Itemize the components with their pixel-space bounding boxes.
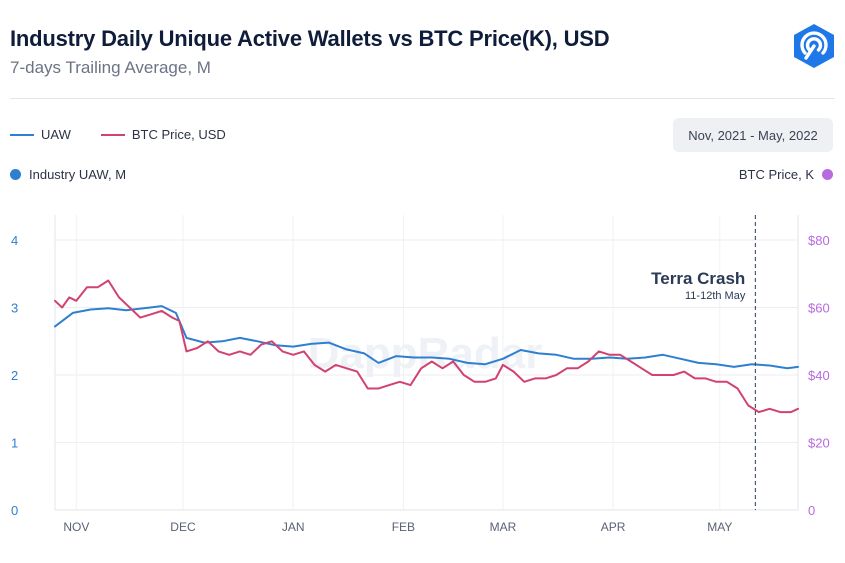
right-tick-label: 0	[808, 503, 815, 518]
right-tick-label: $80	[808, 233, 830, 248]
right-tick-label: $40	[808, 368, 830, 383]
left-tick-label: 3	[11, 301, 18, 316]
x-tick-label: DEC	[170, 520, 196, 534]
header-divider	[10, 98, 835, 99]
watermark: DappRadar	[308, 329, 543, 378]
logo-arc-outer	[800, 31, 828, 55]
dappradar-logo-icon[interactable]	[790, 22, 838, 70]
legend-label-btc: BTC Price, USD	[131, 127, 226, 142]
x-tick-label: FEB	[392, 520, 415, 534]
left-axis-title: Industry UAW, M	[10, 167, 126, 182]
annotation-subtitle: 11-12th May	[685, 290, 746, 302]
x-tick-label: JAN	[282, 520, 305, 534]
x-tick-label: NOV	[63, 520, 89, 534]
left-tick-label: 4	[11, 233, 18, 248]
right-axis-dot-icon	[822, 169, 833, 180]
x-tick-label: MAY	[707, 520, 732, 534]
x-tick-label: MAR	[490, 520, 517, 534]
logo-arc-inner	[805, 37, 823, 52]
date-range-button[interactable]: Nov, 2021 - May, 2022	[673, 118, 833, 152]
chart-title: Industry Daily Unique Active Wallets vs …	[10, 26, 610, 51]
legend-swatch-btc	[100, 133, 125, 136]
left-axis-title-label: Industry UAW, M	[29, 167, 127, 182]
series-line-uaw	[54, 305, 799, 370]
legend-label-uaw: UAW	[41, 127, 71, 142]
right-tick-label: $20	[808, 436, 830, 451]
series-line-btc	[54, 279, 799, 414]
left-tick-label: 0	[11, 503, 18, 518]
right-tick-label: $60	[808, 301, 830, 316]
logo-needle	[804, 44, 816, 60]
annotation-title: Terra Crash	[651, 269, 745, 288]
left-tick-label: 2	[11, 368, 18, 383]
legend-item-uaw[interactable]: UAW	[10, 127, 71, 142]
legend-swatch-uaw	[10, 133, 34, 136]
left-axis-dot-icon	[10, 169, 21, 180]
legend-item-btc[interactable]: BTC Price, USD	[100, 127, 226, 142]
right-axis-title: BTC Price, K	[739, 167, 833, 182]
x-tick-label: APR	[601, 520, 626, 534]
right-axis-title-label: BTC Price, K	[738, 167, 814, 182]
left-tick-label: 1	[11, 436, 18, 451]
chart-subtitle: 7-days Trailing Average, M	[10, 58, 211, 77]
chart-legend: UAW BTC Price, USD	[10, 127, 256, 142]
